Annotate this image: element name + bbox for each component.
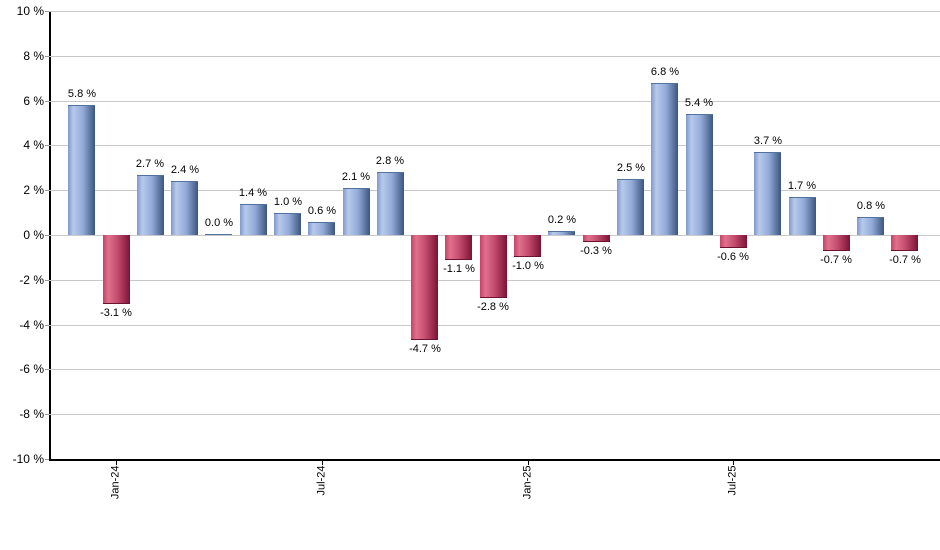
bar-value-label: -2.8 %	[477, 301, 509, 313]
bar-value-label: 2.7 %	[135, 158, 165, 170]
bar-value-label: -1.0 %	[512, 260, 544, 272]
bar-value-label: 2.1 %	[341, 171, 371, 183]
gridline	[49, 145, 940, 146]
y-axis-tick-label: -2 %	[19, 273, 44, 287]
y-axis-tick	[45, 56, 49, 57]
x-axis-tick-label: Jul-25	[726, 465, 739, 496]
positive-bar	[343, 187, 370, 235]
bar-value-label: -3.1 %	[100, 307, 132, 319]
y-axis-tick	[45, 145, 49, 146]
x-axis-tick-label: Jul-24	[315, 465, 328, 496]
bar-value-label: 3.7 %	[753, 135, 783, 147]
y-axis-tick	[45, 101, 49, 102]
x-axis-tick	[116, 460, 117, 465]
negative-bar	[480, 235, 507, 298]
x-axis-tick-label: Jan-25	[521, 465, 534, 500]
negative-bar	[891, 235, 918, 251]
bar-value-label: 0.6 %	[307, 205, 337, 217]
negative-bar	[823, 235, 850, 251]
bar-value-label: -0.6 %	[717, 251, 749, 263]
y-axis-tick-label: 6 %	[23, 94, 44, 108]
positive-bar	[377, 172, 404, 235]
positive-bar	[617, 179, 644, 235]
positive-bar	[651, 82, 678, 235]
bar-value-label: -1.1 %	[443, 263, 475, 275]
positive-bar	[308, 221, 335, 235]
gridline	[49, 101, 940, 102]
y-axis-tick-label: 4 %	[23, 138, 44, 152]
x-axis-tick-label: Jan-24	[109, 465, 122, 500]
gridline	[49, 56, 940, 57]
y-axis-tick	[45, 459, 49, 460]
x-axis-tick	[322, 460, 323, 465]
y-axis-tick-label: -10 %	[12, 452, 44, 466]
gridline	[49, 325, 940, 326]
bar-value-label: 0.8 %	[856, 200, 886, 212]
bar-value-label: 5.4 %	[684, 97, 714, 109]
y-axis-tick-label: 10 %	[16, 4, 44, 18]
bar-value-label: -4.7 %	[409, 343, 441, 355]
y-axis-tick-label: 2 %	[23, 183, 44, 197]
bar-value-label: 6.8 %	[650, 66, 680, 78]
y-axis-tick	[45, 11, 49, 12]
positive-bar	[68, 105, 95, 235]
bar-value-label: -0.7 %	[820, 254, 852, 266]
bar-value-label: 1.4 %	[238, 187, 268, 199]
bar-value-label: -0.7 %	[889, 254, 921, 266]
y-axis-tick	[45, 280, 49, 281]
x-axis-tick	[528, 460, 529, 465]
positive-bar	[171, 181, 198, 235]
positive-bar	[754, 152, 781, 235]
negative-bar	[411, 235, 438, 341]
negative-bar	[514, 235, 541, 258]
bar-value-label: 1.7 %	[787, 180, 817, 192]
positive-bar	[205, 233, 232, 235]
y-axis-tick-label: -8 %	[19, 407, 44, 421]
y-axis-tick-label: -6 %	[19, 362, 44, 376]
positive-bar	[686, 114, 713, 235]
bar-value-label: -0.3 %	[580, 245, 612, 257]
negative-bar	[583, 235, 610, 242]
gridline	[49, 11, 940, 12]
positive-bar	[789, 196, 816, 235]
bar-value-label: 0.0 %	[204, 217, 234, 229]
gridline	[49, 190, 940, 191]
positive-bar	[857, 217, 884, 235]
x-axis-line	[49, 459, 940, 461]
y-axis-tick	[45, 190, 49, 191]
bar-value-label: 2.8 %	[375, 155, 405, 167]
y-axis-tick	[45, 325, 49, 326]
y-axis-tick-label: 0 %	[23, 228, 44, 242]
bar-value-label: 2.5 %	[616, 162, 646, 174]
y-axis-tick-label: 8 %	[23, 49, 44, 63]
y-axis-tick	[45, 369, 49, 370]
y-axis-line	[49, 11, 51, 461]
bar-value-label: 1.0 %	[273, 196, 303, 208]
y-axis-tick	[45, 235, 49, 236]
bar-value-label: 5.8 %	[67, 88, 97, 100]
gridline	[49, 414, 940, 415]
negative-bar	[103, 235, 130, 305]
x-axis-tick	[733, 460, 734, 465]
positive-bar	[274, 212, 301, 235]
bar-value-label: 0.2 %	[547, 214, 577, 226]
negative-bar	[445, 235, 472, 260]
positive-bar	[548, 230, 575, 235]
positive-bar	[137, 174, 164, 235]
y-axis-tick-label: -4 %	[19, 318, 44, 332]
gridline	[49, 369, 940, 370]
bar-value-label: 2.4 %	[170, 164, 200, 176]
negative-bar	[720, 235, 747, 249]
positive-bar	[240, 203, 267, 235]
y-axis-tick	[45, 414, 49, 415]
